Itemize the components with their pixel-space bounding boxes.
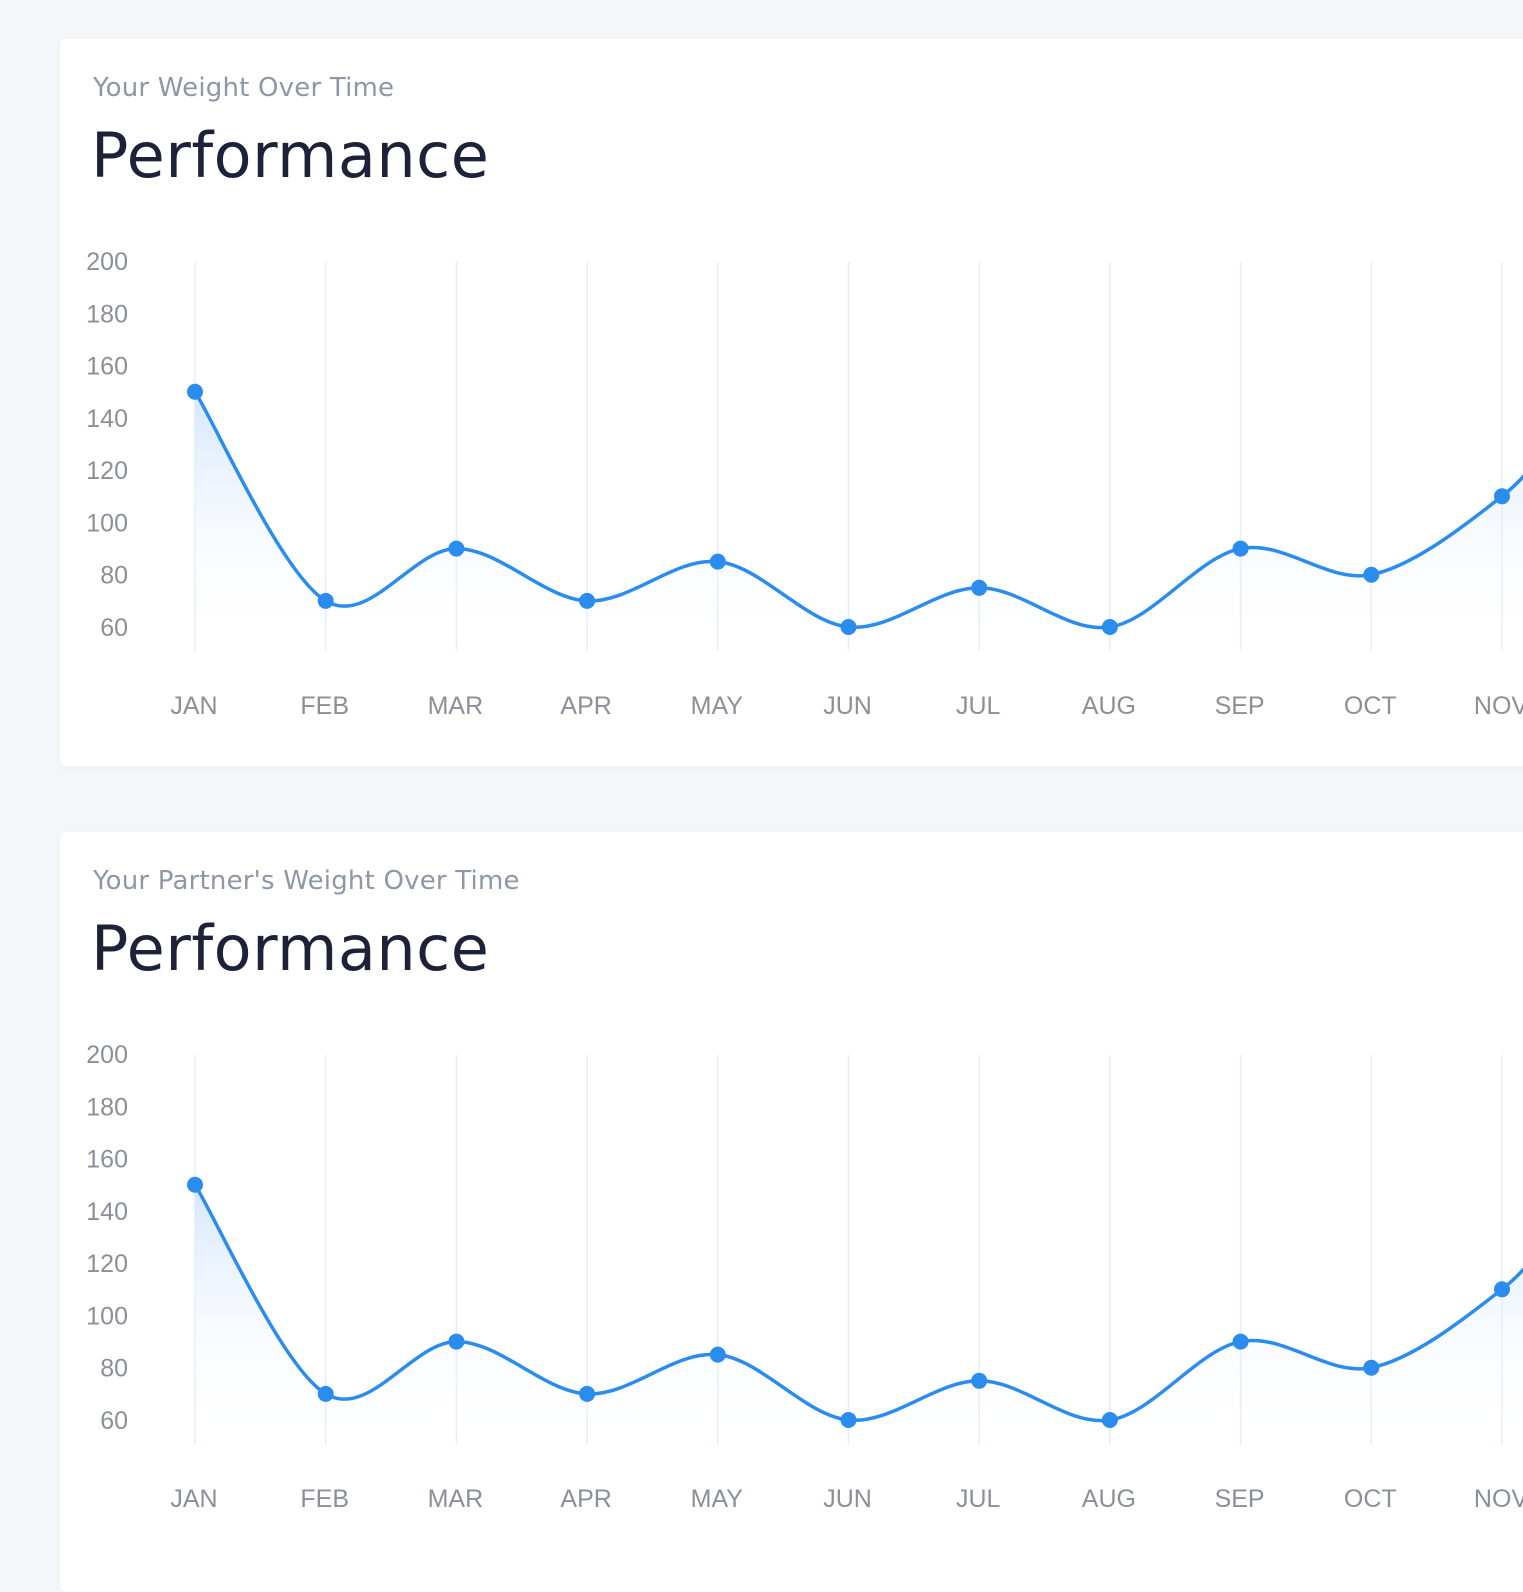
data-point-mar[interactable]	[448, 540, 465, 557]
data-point-mar[interactable]	[448, 1333, 465, 1350]
data-point-sep[interactable]	[1232, 1333, 1249, 1350]
data-point-jul[interactable]	[971, 1372, 988, 1389]
x-tick-label: AUG	[1082, 1485, 1136, 1513]
y-tick-label: 140	[86, 405, 128, 433]
data-point-apr[interactable]	[579, 1385, 596, 1402]
y-tick-label: 100	[86, 509, 128, 537]
y-tick-label: 120	[86, 457, 128, 485]
x-tick-label: JUN	[823, 692, 872, 720]
x-tick-label: OCT	[1344, 1485, 1397, 1513]
series-area	[195, 1184, 1523, 1444]
data-point-may[interactable]	[709, 553, 726, 570]
data-point-nov[interactable]	[1494, 488, 1510, 505]
y-tick-label: 60	[100, 1407, 128, 1435]
card-subtitle: Your Weight Over Time	[93, 73, 395, 103]
series-area	[195, 391, 1523, 651]
partner-weight-line-chart: 200 180 160 140 120 100 80 60 JAN FEB MAR APR MAY JUN…	[86, 1041, 1523, 1513]
data-point-jun[interactable]	[840, 619, 857, 635]
x-tick-label: MAY	[691, 692, 744, 720]
x-tick-label: MAR	[428, 692, 484, 720]
y-tick-label: 160	[86, 353, 128, 381]
data-point-oct[interactable]	[1363, 566, 1380, 583]
data-point-oct[interactable]	[1363, 1359, 1380, 1376]
y-tick-label: 160	[86, 1146, 128, 1174]
data-point-aug[interactable]	[1101, 619, 1118, 635]
data-point-jun[interactable]	[840, 1412, 857, 1428]
y-tick-label: 80	[100, 1355, 128, 1383]
data-point-aug[interactable]	[1101, 1412, 1118, 1428]
y-tick-label: 140	[86, 1198, 128, 1226]
weight-line-chart: 200 180 160 140 120 100 80 60 JAN FEB MAR APR MAY JUN…	[86, 248, 1523, 720]
x-tick-label: SEP	[1215, 692, 1265, 720]
x-tick-label: MAY	[691, 1485, 744, 1513]
y-tick-label: 120	[86, 1250, 128, 1278]
x-tick-label: JUL	[956, 692, 1001, 720]
card-title: Performance	[91, 912, 490, 985]
x-tick-label: JUL	[956, 1485, 1001, 1513]
x-tick-label: APR	[560, 1485, 611, 1513]
y-tick-label: 180	[86, 1093, 128, 1121]
data-point-may[interactable]	[709, 1346, 726, 1363]
weight-chart-card: Your Weight Over Time Performance 200 180…	[60, 39, 1523, 766]
x-tick-label: MAR	[428, 1485, 484, 1513]
x-tick-label: NOV	[1474, 692, 1523, 720]
y-tick-label: 100	[86, 1302, 128, 1330]
x-tick-label: NOV	[1474, 1485, 1523, 1513]
data-point-sep[interactable]	[1232, 540, 1249, 557]
data-point-jan[interactable]	[187, 383, 203, 400]
x-tick-label: JAN	[170, 1485, 217, 1513]
x-tick-label: JUN	[823, 1485, 872, 1513]
x-tick-label: SEP	[1215, 1485, 1265, 1513]
data-point-feb[interactable]	[317, 592, 334, 609]
partner-weight-chart-card: Your Partner's Weight Over Time Performa…	[60, 832, 1523, 1592]
x-tick-label: OCT	[1344, 692, 1397, 720]
x-tick-label: AUG	[1082, 692, 1136, 720]
data-point-apr[interactable]	[579, 592, 596, 609]
x-tick-label: APR	[560, 692, 611, 720]
data-point-feb[interactable]	[317, 1385, 334, 1402]
x-tick-label: FEB	[300, 692, 349, 720]
y-tick-label: 80	[100, 562, 128, 590]
data-point-nov[interactable]	[1494, 1281, 1510, 1298]
y-tick-label: 200	[86, 1041, 128, 1069]
x-tick-label: JAN	[170, 692, 217, 720]
card-subtitle: Your Partner's Weight Over Time	[93, 866, 520, 896]
data-point-jul[interactable]	[971, 579, 988, 596]
data-point-jan[interactable]	[187, 1176, 203, 1193]
y-tick-label: 180	[86, 300, 128, 328]
y-tick-label: 200	[86, 248, 128, 276]
x-tick-label: FEB	[300, 1485, 349, 1513]
y-tick-label: 60	[100, 614, 128, 642]
card-title: Performance	[91, 119, 490, 192]
